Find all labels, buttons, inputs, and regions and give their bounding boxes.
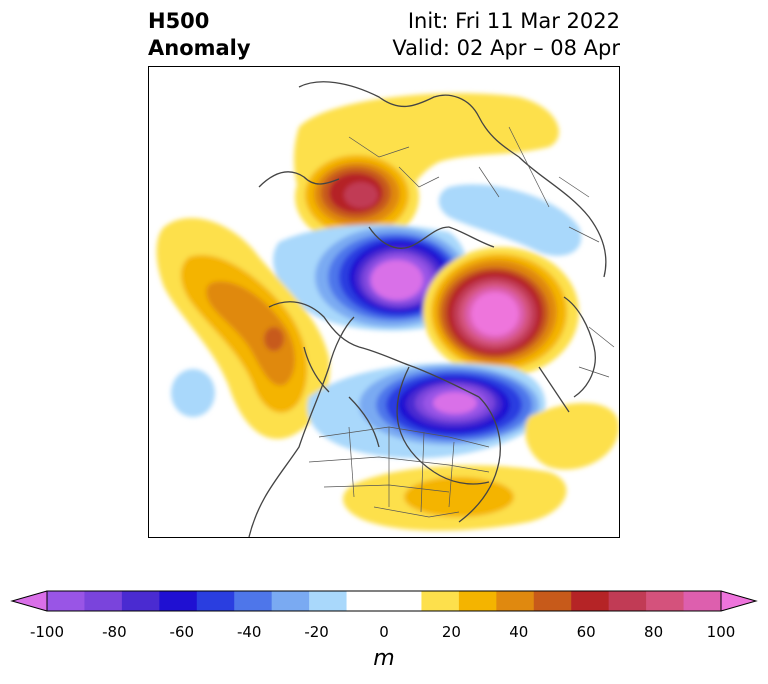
colorbar-segment [646, 591, 685, 611]
negative-anomaly-pacific [171, 369, 215, 417]
colorbar-segment [421, 591, 460, 611]
positive-anomaly-southeast-us [342, 465, 567, 531]
colorbar-tick-label: -40 [236, 623, 262, 641]
colorbar-tick-label: 60 [576, 623, 596, 641]
colorbar-tick-label: -60 [169, 623, 195, 641]
colorbar-tick-label: 80 [644, 623, 664, 641]
colorbar-segment [384, 591, 422, 611]
colorbar-arrow-outline [10, 590, 48, 612]
valid-range: Valid: 02 Apr – 08 Apr [392, 36, 620, 60]
colorbar-over-arrow [721, 591, 756, 611]
colorbar-tick-label: 20 [441, 623, 461, 641]
positive-anomaly-alaska [295, 149, 419, 245]
title-line-2: Anomaly [148, 36, 251, 60]
colorbar-under-arrow [12, 591, 47, 611]
init-date: Init: Fri 11 Mar 2022 [407, 9, 620, 33]
colorbar-tick-label: -80 [102, 623, 127, 641]
colorbar-unit: m [373, 646, 395, 671]
colorbar-tick-label: 40 [509, 623, 529, 641]
colorbar-segment [571, 591, 610, 611]
colorbar-segment [234, 591, 273, 611]
colorbar-segment [533, 591, 572, 611]
anomaly-map [148, 66, 620, 538]
colorbar-segment [683, 591, 722, 611]
colorbar [10, 590, 758, 612]
colorbar-segment [159, 591, 198, 611]
anomaly-shading [156, 93, 619, 531]
colorbar-segment [346, 591, 385, 611]
colorbar-tick-label: -20 [304, 623, 329, 641]
colorbar-segment [309, 591, 348, 611]
colorbar-segment [271, 591, 310, 611]
negative-anomaly-hudson [307, 363, 546, 459]
colorbar-tick-label: 0 [379, 623, 389, 641]
colorbar-segment [121, 591, 160, 611]
title-line-1: H500 [148, 9, 210, 33]
positive-anomaly-pacific [156, 218, 330, 439]
colorbar-outline [46, 590, 722, 612]
colorbar-arrow-outline-right [720, 590, 758, 612]
colorbar-segment [47, 591, 85, 611]
negative-anomaly-northeast [438, 184, 582, 256]
colorbar-tick-label: -100 [29, 623, 65, 641]
colorbar-segment [608, 591, 647, 611]
map-title: H500 Anomaly [148, 8, 251, 62]
positive-anomaly-eurasia [423, 247, 579, 377]
colorbar-tick-label: 100 [706, 623, 736, 641]
coastlines [248, 81, 607, 537]
colorbar-segment [84, 591, 123, 611]
date-info: Init: Fri 11 Mar 2022 Valid: 02 Apr – 08… [392, 8, 620, 62]
map-canvas [149, 67, 619, 537]
colorbar-segments [47, 591, 722, 611]
political-borders [308, 126, 615, 518]
positive-anomaly-atlantic [525, 403, 619, 470]
colorbar-segment [496, 591, 535, 611]
colorbar-segment [196, 591, 235, 611]
colorbar-segment [458, 591, 497, 611]
